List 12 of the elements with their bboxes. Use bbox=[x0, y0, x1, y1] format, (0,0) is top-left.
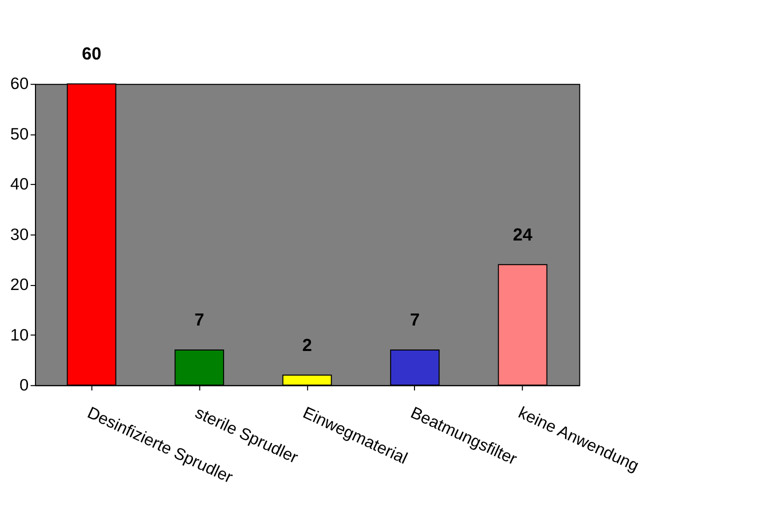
y-tick-label: 60 bbox=[10, 74, 29, 94]
y-tick-label: 40 bbox=[10, 174, 29, 194]
y-tick-label: 50 bbox=[10, 124, 29, 144]
data-label: 60 bbox=[82, 44, 102, 64]
y-tick-label: 20 bbox=[10, 275, 29, 294]
data-label: 7 bbox=[410, 310, 420, 330]
y-tick-label: 0 bbox=[19, 375, 29, 394]
data-label: 2 bbox=[302, 334, 312, 355]
y-tick-label: 30 bbox=[10, 224, 29, 244]
data-label: 7 bbox=[194, 310, 204, 330]
y-tick-label: 10 bbox=[10, 325, 29, 344]
data-label: 24 bbox=[512, 224, 533, 244]
